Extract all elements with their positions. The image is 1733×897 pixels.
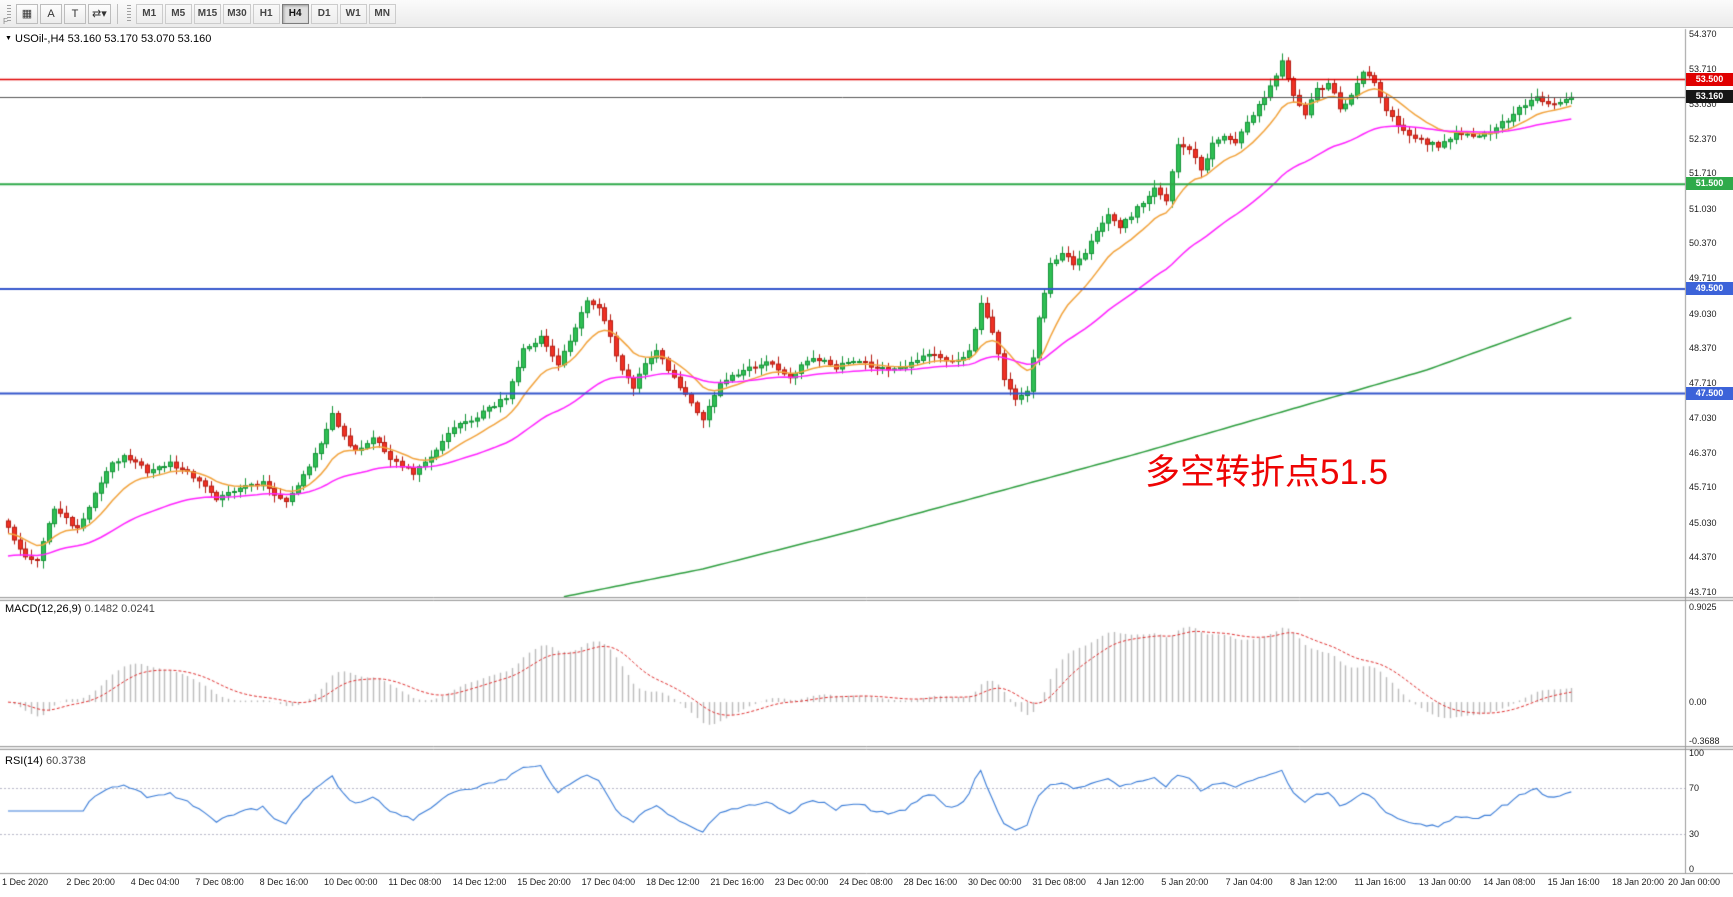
timeframe-mn-button[interactable]: MN xyxy=(368,3,396,24)
timeframe-d1-button[interactable]: D1 xyxy=(310,3,338,24)
toolbar-separator xyxy=(116,3,118,24)
toolbar-grip-2[interactable] xyxy=(126,4,131,23)
timeframe-m5-button[interactable]: M5 xyxy=(164,3,192,24)
timeframe-m1-button[interactable]: M1 xyxy=(135,3,163,24)
chart-windows-icon[interactable]: ▦ xyxy=(16,3,38,24)
toolbar: F ▦ A T ⇄▾ M1 M5 M15 M30 H1 H4 D1 W1 MN xyxy=(0,0,1733,28)
timeframe-m30-button[interactable]: M30 xyxy=(223,3,251,24)
toolbar-f-label: F xyxy=(3,17,8,26)
toolbar-grip[interactable] xyxy=(7,4,11,23)
symbol-cycle-icon[interactable]: ⇄▾ xyxy=(88,3,111,24)
timeframe-h4-button[interactable]: H4 xyxy=(281,3,309,24)
timeframe-buttons: M1 M5 M15 M30 H1 H4 D1 W1 MN xyxy=(135,3,396,24)
annotate-a-button[interactable]: A xyxy=(40,3,62,24)
timeframe-w1-button[interactable]: W1 xyxy=(339,3,367,24)
timeframe-m15-button[interactable]: M15 xyxy=(193,3,222,24)
text-tool-button[interactable]: T xyxy=(64,3,86,24)
timeframe-h1-button[interactable]: H1 xyxy=(252,3,280,24)
toolbar-left-buttons: ▦ A T ⇄▾ xyxy=(16,3,111,24)
